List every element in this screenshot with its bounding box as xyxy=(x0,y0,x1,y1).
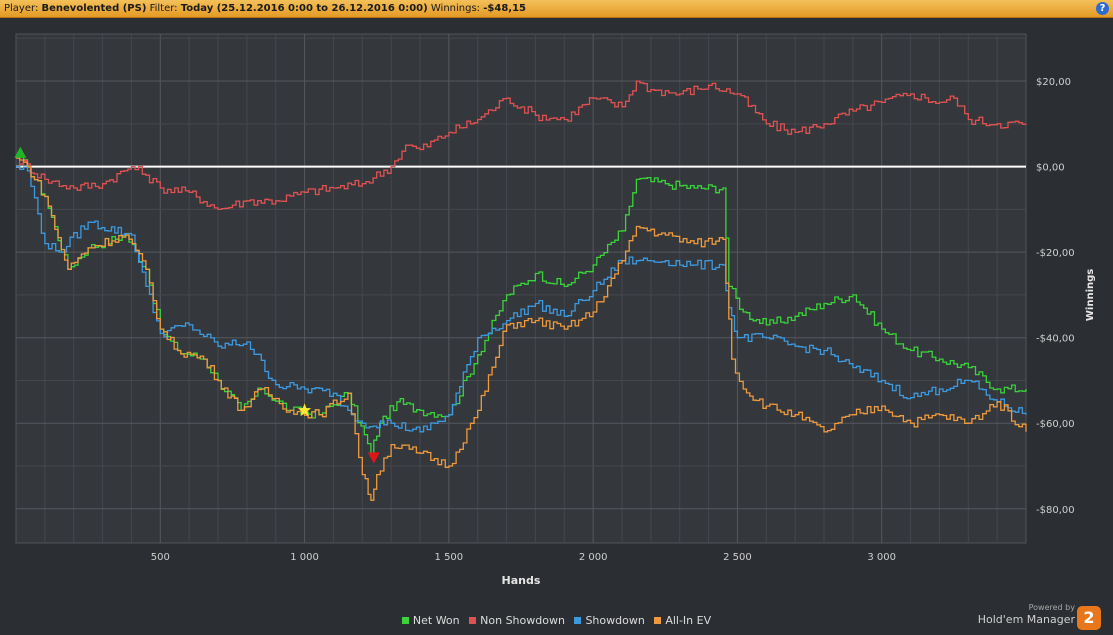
legend-item-net-won[interactable]: Net Won xyxy=(401,614,460,627)
legend-label-showdown: Showdown xyxy=(585,614,645,627)
legend-item-showdown[interactable]: Showdown xyxy=(574,614,645,627)
x-tick-label: 2 500 xyxy=(723,552,752,563)
y-tick-label: -$20,00 xyxy=(1036,248,1075,259)
filter-label: Filter: xyxy=(149,3,178,14)
legend-label-all-in-ev: All-In EV xyxy=(665,614,712,627)
filter-bar: Player: Benevolented (PS) Filter: Today … xyxy=(0,0,1113,18)
series-line-non-showdown xyxy=(16,80,1027,211)
help-icon[interactable]: ? xyxy=(1096,2,1109,15)
y-tick-label: -$60,00 xyxy=(1036,419,1075,430)
player-value: Benevolented (PS) xyxy=(41,3,147,14)
winnings-label: Winnings: xyxy=(430,3,481,14)
y-tick-label: $0,00 xyxy=(1036,163,1065,174)
x-tick-label: 1 500 xyxy=(435,552,464,563)
legend-label-net-won: Net Won xyxy=(412,614,460,627)
powered-by-text: Powered by xyxy=(1028,603,1075,612)
filter-value: Today (25.12.2016 0:00 to 26.12.2016 0:0… xyxy=(180,3,428,14)
x-tick-label: 500 xyxy=(151,552,170,563)
start-marker-icon xyxy=(14,146,27,158)
brand-logo-text: Powered by Hold'em Manager xyxy=(978,603,1075,627)
y-axis-label: Winnings xyxy=(1085,269,1096,321)
low-point-marker-icon xyxy=(367,452,380,464)
chart-legend: Net Won Non Showdown Showdown All-In EV xyxy=(0,614,1113,627)
legend-label-non-showdown: Non Showdown xyxy=(480,614,565,627)
winnings-graph: 500 1 000 1 500 2 000 2 500 3 000 $20,00 $0,00 -… xyxy=(14,33,1096,587)
y-tick-label: $20,00 xyxy=(1036,77,1071,88)
legend-item-non-showdown[interactable]: Non Showdown xyxy=(469,614,565,627)
winnings-value: -$48,15 xyxy=(483,3,526,14)
x-tick-label: 1 000 xyxy=(290,552,319,563)
player-label: Player: xyxy=(4,3,39,14)
x-axis-label: Hands xyxy=(502,574,541,587)
series-line-showdown xyxy=(16,165,1027,433)
hm2-logo-icon: 2 xyxy=(1077,606,1101,630)
y-tick-label: -$80,00 xyxy=(1036,505,1075,516)
x-tick-label: 3 000 xyxy=(867,552,896,563)
y-tick-label: -$40,00 xyxy=(1036,334,1075,345)
legend-item-all-in-ev[interactable]: All-In EV xyxy=(654,614,711,627)
x-tick-label: 2 000 xyxy=(579,552,608,563)
plot-area xyxy=(15,33,1027,544)
star-marker-icon xyxy=(297,403,312,417)
brand-name: Hold'em Manager xyxy=(977,613,1075,626)
series-line-all-in-ev xyxy=(16,157,1027,501)
